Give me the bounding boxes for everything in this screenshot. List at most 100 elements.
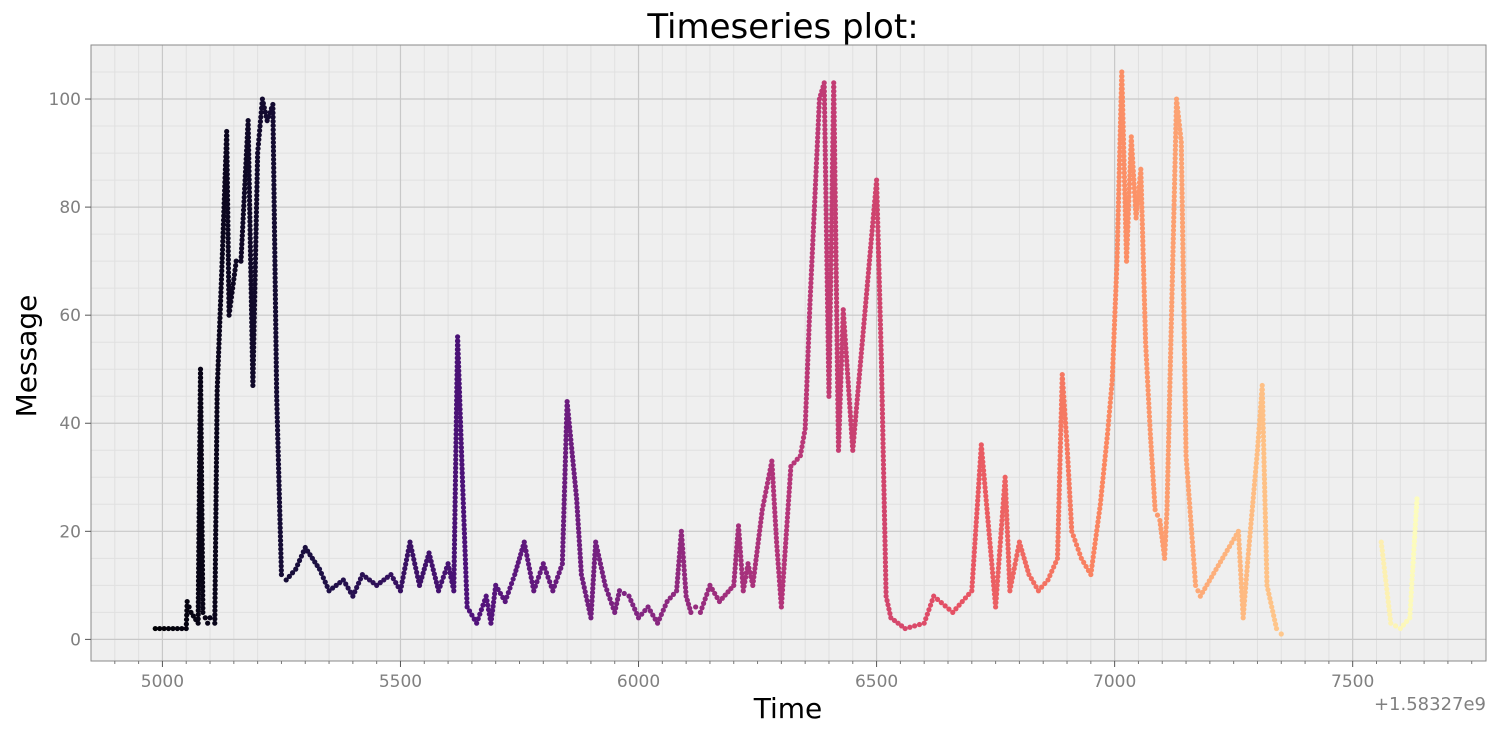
data-point [842, 328, 848, 334]
data-point [1111, 339, 1117, 345]
data-point [1026, 571, 1032, 578]
data-point [199, 511, 205, 517]
data-point [199, 520, 205, 526]
data-point [273, 347, 279, 353]
data-point [704, 591, 710, 597]
data-point [878, 351, 884, 357]
data-point [218, 293, 224, 300]
data-point [247, 210, 253, 216]
data-point [753, 557, 759, 563]
data-point [831, 114, 837, 120]
data-point [808, 267, 815, 273]
data-point [240, 224, 246, 230]
data-point [993, 595, 999, 601]
data-point [832, 147, 838, 153]
data-point [455, 359, 462, 365]
data-point [883, 576, 889, 582]
data-point [1168, 316, 1175, 322]
data-point [845, 383, 852, 389]
data-point [1180, 275, 1186, 281]
data-point [832, 181, 838, 187]
data-point [277, 529, 283, 535]
data-point [1215, 563, 1221, 569]
data-point [224, 192, 231, 199]
data-point [225, 274, 232, 280]
data-point [1138, 179, 1144, 185]
data-point [876, 275, 882, 281]
data-point [994, 582, 1000, 588]
data-point [1263, 540, 1269, 546]
data-point [999, 513, 1005, 519]
data-point [827, 313, 833, 319]
data-point [212, 578, 218, 584]
data-point [1130, 159, 1136, 166]
data-point [880, 457, 886, 463]
data-point [1179, 198, 1185, 205]
data-point [270, 135, 276, 141]
data-point [882, 551, 888, 557]
data-point [1188, 522, 1194, 528]
data-point [195, 612, 201, 618]
data-point [1180, 283, 1187, 289]
data-point [1245, 555, 1251, 561]
data-point [1129, 147, 1135, 153]
data-point [1113, 284, 1119, 290]
data-point [1243, 572, 1250, 578]
data-point [526, 566, 533, 572]
data-point [803, 391, 810, 397]
data-point [815, 134, 821, 141]
data-point [507, 585, 513, 591]
data-point [1006, 567, 1012, 573]
data-point [1381, 560, 1387, 567]
data-point [995, 574, 1001, 580]
data-point [1169, 299, 1175, 305]
data-point [974, 506, 980, 512]
data-point [1263, 552, 1269, 559]
data-point [784, 514, 791, 521]
data-point [880, 436, 886, 442]
data-point [273, 359, 279, 365]
data-point [874, 190, 880, 196]
data-point [976, 472, 982, 478]
data-point [979, 455, 986, 461]
data-point [956, 602, 962, 608]
data-point [1148, 435, 1154, 441]
data-point [212, 544, 219, 550]
data-point [1051, 564, 1057, 570]
data-point [861, 321, 867, 327]
data-point [1150, 473, 1156, 479]
data-point [1263, 527, 1269, 533]
data-point [1260, 408, 1266, 414]
data-point [774, 543, 780, 550]
data-point [642, 607, 648, 614]
data-point [245, 139, 252, 145]
data-point [827, 338, 833, 344]
data-point [1180, 258, 1186, 264]
data-point [439, 579, 445, 585]
data-point [1178, 156, 1185, 162]
data-point [1185, 474, 1191, 480]
data-point [1116, 170, 1122, 176]
data-point [1246, 538, 1253, 544]
data-point [810, 241, 816, 248]
data-point [667, 595, 673, 601]
data-point [680, 546, 686, 552]
data-point [990, 578, 996, 584]
data-point [247, 214, 253, 220]
data-point [1006, 571, 1012, 577]
data-point [485, 602, 491, 608]
data-point [829, 219, 835, 226]
data-point [1171, 189, 1177, 195]
data-point [224, 197, 231, 203]
data-point [183, 621, 189, 627]
data-point [563, 433, 569, 439]
data-point [254, 154, 261, 160]
data-point [1115, 203, 1121, 210]
data-point [224, 175, 230, 182]
data-point [1414, 500, 1420, 506]
data-point [200, 601, 206, 607]
data-point [1020, 551, 1026, 557]
data-point [810, 229, 816, 235]
data-point [608, 600, 615, 606]
data-point [1066, 485, 1072, 491]
